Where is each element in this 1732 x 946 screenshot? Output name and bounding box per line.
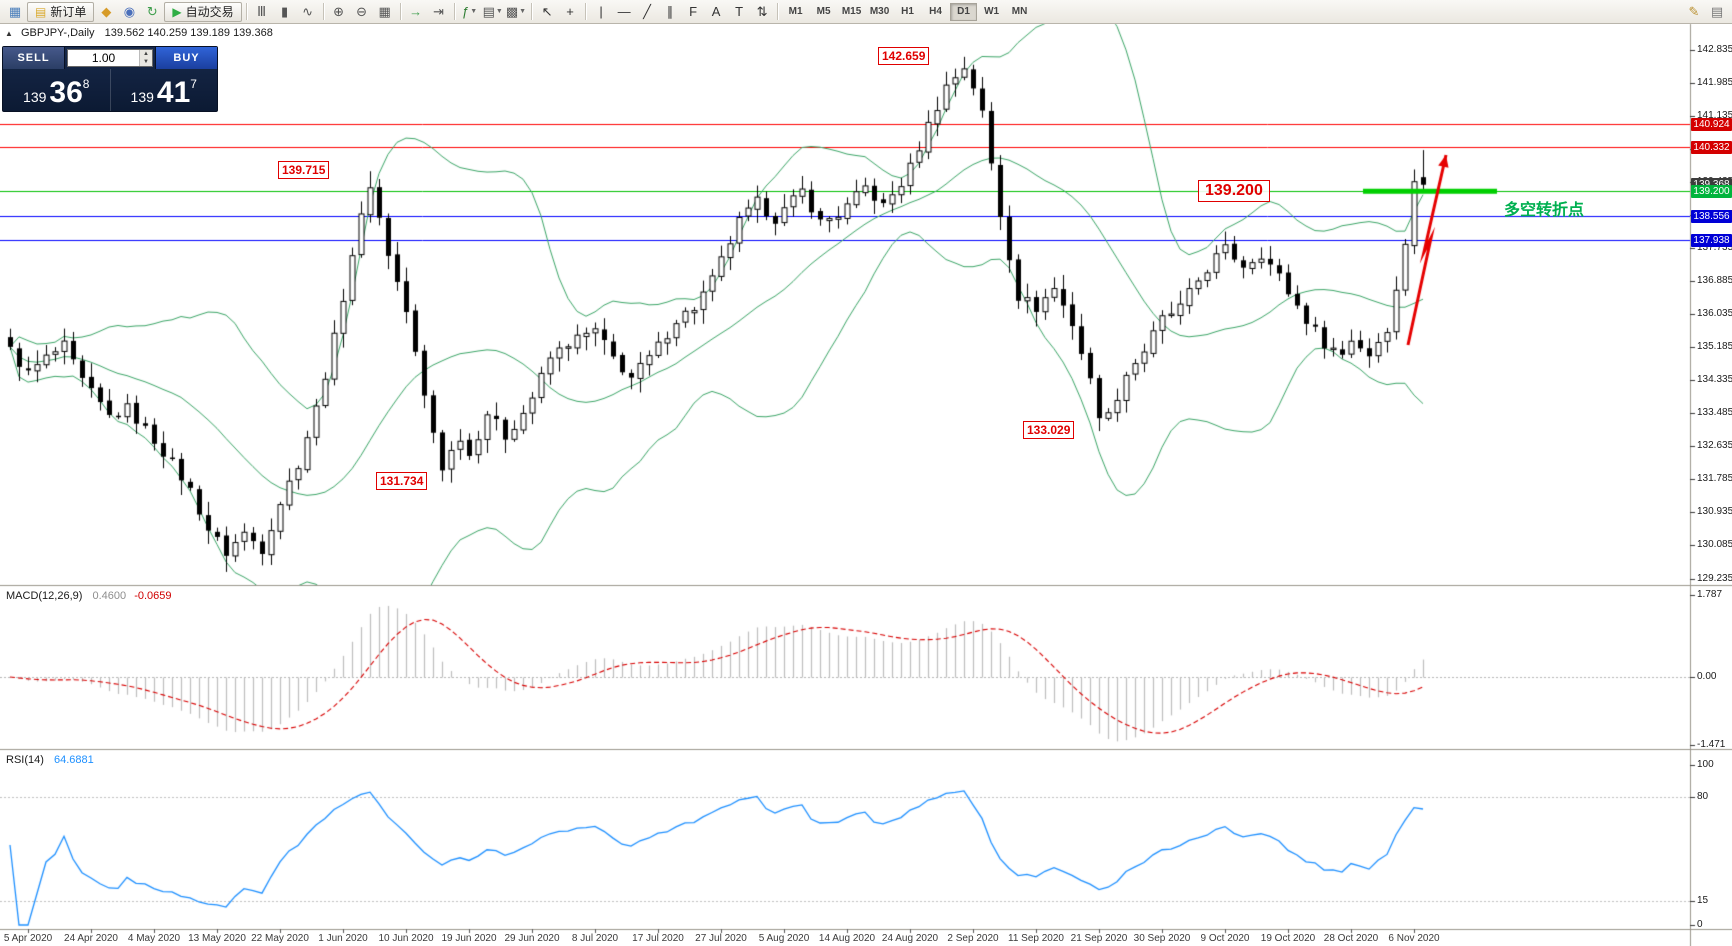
timeframe-button-h1[interactable]: H1 [901,6,914,17]
timeframe-button-m15[interactable]: M15 [841,6,862,17]
docking-icon[interactable]: ▤ [1710,3,1724,19]
sell-price-pipette: 8 [82,77,90,91]
toolbar-separator [453,3,455,20]
buy-price-int: 139 [130,89,154,105]
crosshair-icon[interactable]: + [566,4,574,19]
fibonacci-icon[interactable]: F [689,4,698,19]
arrows-icon[interactable]: ⇅ [756,3,768,19]
sell-price[interactable]: 139 36 8 [3,69,110,111]
volume-value[interactable]: 1.00 [91,51,116,65]
candlestick-chart-icon[interactable]: ▮ [281,3,289,19]
buy-price-pips: 41 [156,76,191,110]
autotrading-button[interactable]: ▶ 自动交易 [164,1,242,22]
toolbar-separator [322,3,324,20]
autotrading-button-label: 自动交易 [185,5,234,19]
toolbar-separator [585,3,587,20]
timeframe-button-m5[interactable]: M5 [816,6,831,17]
timeframe-button-mn[interactable]: MN [1011,6,1028,17]
volume-decrease-button[interactable]: ▼ [140,58,152,66]
timeframe-button-d1[interactable]: D1 [950,2,978,21]
one-click-trading-panel: SELL 1.00 ▲ ▼ BUY 139 36 8 139 41 7 [2,46,218,112]
equidistant-channel-icon[interactable]: ∥ [666,3,674,19]
new-order-button-icon: ▤ [35,4,47,19]
volume-spinner: ▲ ▼ [139,50,152,66]
cursor-icon[interactable]: ↖ [541,3,553,19]
volume-field[interactable]: 1.00 ▲ ▼ [67,49,153,67]
profile-icon[interactable]: ◉ [123,3,136,19]
auto-scroll-icon[interactable]: → [409,4,423,19]
toolbar: ▦ ▤ 新订单 ◆ ◉ ↻ ▶ 自动交易 Ⅲ ▮ ∿ ⊕ ⊖ ▦ → ⇥ ƒ ▼ ▤ ▼ ▩ ▼ ↖ + | — ╱ ∥ F A T ⇅ M1 M… [0,0,1732,24]
sell-button[interactable]: SELL [3,47,65,69]
sell-price-pips: 36 [49,76,83,110]
toolbar-separator [399,3,401,20]
tile-windows-icon[interactable]: ▦ [378,3,391,19]
templates-icon[interactable]: ▩ ▼ [505,3,527,19]
trendline-icon[interactable]: ╱ [643,3,651,19]
line-chart-icon[interactable]: ∿ [302,3,314,19]
timeframe-button-m1[interactable]: M1 [788,6,803,17]
new-chart-icon[interactable]: ▦ [8,3,22,19]
bar-chart-icon[interactable]: Ⅲ [257,3,267,19]
toolbar-separator [531,3,533,20]
timeframe-button-m30[interactable]: M30 [869,6,890,17]
timeframe-button-h4[interactable]: H4 [929,6,942,17]
buy-button[interactable]: BUY [155,47,217,69]
horizontal-line-icon[interactable]: — [617,4,631,19]
alerts-icon[interactable]: ◆ [101,3,112,19]
autotrading-button-icon: ▶ [172,4,182,19]
periods-icon[interactable]: ▤ ▼ [482,3,503,19]
text-icon[interactable]: A [711,4,721,19]
new-order-button[interactable]: ▤ 新订单 [27,1,95,22]
indicators-icon[interactable]: ƒ ▼ [462,4,478,19]
buy-price[interactable]: 139 41 7 [109,69,218,111]
zoom-out-icon[interactable]: ⊖ [356,3,368,19]
buy-price-pipette: 7 [190,77,197,91]
timeframe-button-w1[interactable]: W1 [984,6,1000,17]
text-label-icon[interactable]: T [735,4,744,19]
sell-price-int: 139 [23,89,47,105]
refresh-icon[interactable]: ↻ [146,3,158,19]
chart-shift-icon[interactable]: ⇥ [433,3,445,19]
edit-icon[interactable]: ✎ [1688,3,1700,19]
toolbar-separator [777,3,779,20]
new-order-button-label: 新订单 [50,5,87,19]
zoom-in-icon[interactable]: ⊕ [333,3,345,19]
vertical-line-icon[interactable]: | [599,4,603,19]
volume-increase-button[interactable]: ▲ [140,50,152,58]
toolbar-separator [245,3,247,20]
